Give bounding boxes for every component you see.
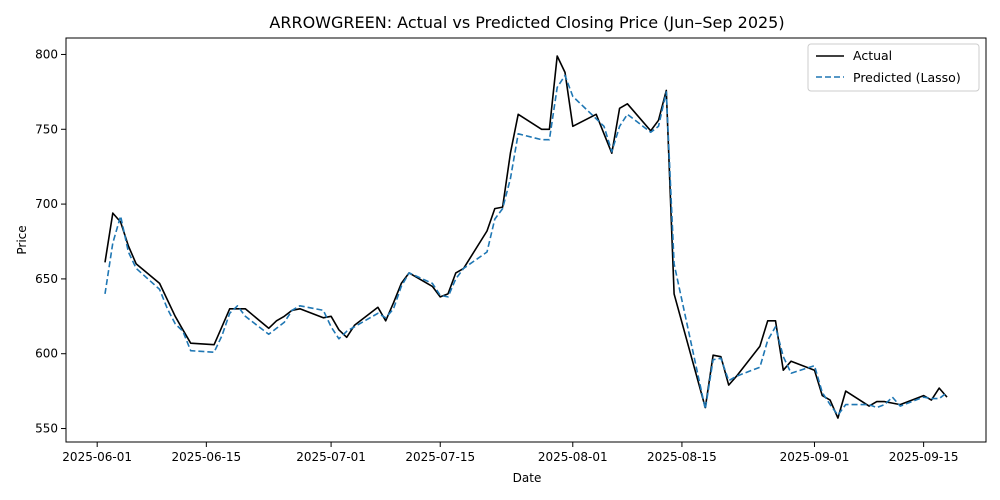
x-axis: 2025-06-01 2025-06-15 2025-07-01 2025-07-15… bbox=[62, 442, 959, 464]
legend: Actual Predicted (Lasso) bbox=[807, 43, 980, 92]
y-tick-label: 750 bbox=[35, 122, 58, 136]
series-layer bbox=[104, 55, 948, 419]
legend-label-actual: Actual bbox=[853, 48, 892, 63]
y-tick-label: 650 bbox=[35, 272, 58, 286]
series-line-predicted bbox=[104, 74, 948, 416]
x-tick-label: 2025-06-01 bbox=[62, 450, 132, 464]
y-tick-label: 600 bbox=[35, 347, 58, 361]
legend-box bbox=[807, 43, 980, 92]
y-axis: 550 600 650 700 750 800 bbox=[35, 47, 66, 436]
y-tick-label: 700 bbox=[35, 197, 58, 211]
x-tick-label: 2025-07-15 bbox=[405, 450, 475, 464]
y-axis-label: Price bbox=[15, 225, 29, 254]
x-axis-label: Date bbox=[513, 471, 542, 485]
x-tick-label: 2025-09-15 bbox=[889, 450, 959, 464]
x-tick-label: 2025-09-01 bbox=[780, 450, 850, 464]
x-tick-label: 2025-07-01 bbox=[296, 450, 366, 464]
chart-title: ARROWGREEN: Actual vs Predicted Closing … bbox=[269, 13, 784, 32]
x-tick-label: 2025-06-15 bbox=[171, 450, 241, 464]
legend-label-predicted: Predicted (Lasso) bbox=[853, 70, 961, 85]
y-tick-label: 550 bbox=[35, 422, 58, 436]
x-tick-label: 2025-08-15 bbox=[647, 450, 717, 464]
x-tick-label: 2025-08-01 bbox=[538, 450, 608, 464]
axes-frame bbox=[65, 37, 987, 443]
y-tick-label: 800 bbox=[35, 47, 58, 61]
series-line-actual bbox=[104, 55, 948, 419]
